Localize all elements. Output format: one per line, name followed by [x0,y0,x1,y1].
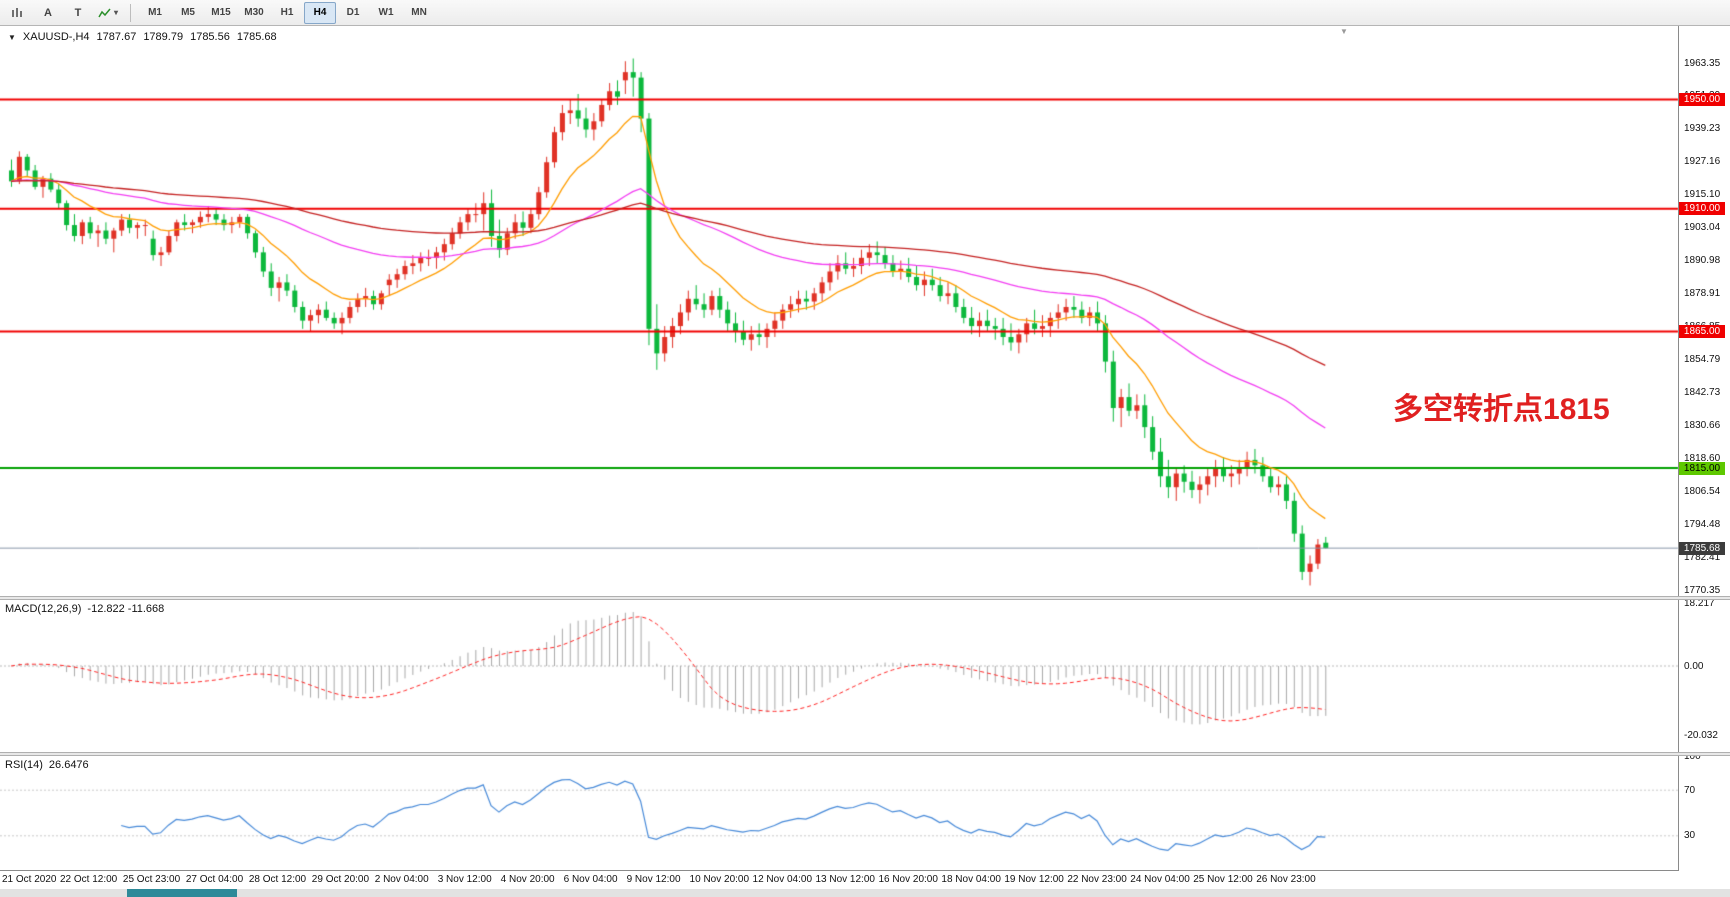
timeframe-button-m30[interactable]: M30 [244,7,264,18]
macd-indicator-values: -12.822 -11.668 [87,603,165,615]
bar-high-value: 1789.79 [143,31,184,43]
timeframe-button-h4[interactable]: H4 [304,1,337,24]
time-axis-label: 24 Nov 04:00 [1130,874,1190,885]
bar-open-value: 1787.67 [96,31,137,43]
chart-type-button[interactable] [4,2,32,24]
time-axis-label: 28 Oct 12:00 [248,874,307,885]
price-axis-label: 1903.04 [1684,222,1721,234]
hline-price-tag: 1815.00 [1679,461,1725,475]
price-axis-label: 1878.91 [1684,288,1721,300]
panel-separator-macd[interactable] [0,596,1730,600]
rsi-axis-label: 70 [1684,784,1696,796]
timeframe-button-d1[interactable]: D1 [346,7,360,18]
time-axis-label: 22 Oct 12:00 [59,874,118,885]
price-axis-label: 1927.16 [1684,156,1721,168]
time-axis-label: 19 Nov 12:00 [1004,874,1064,885]
price-axis-line [1678,26,1679,871]
indicators-dropdown-button[interactable]: ▾ [94,2,122,24]
price-axis-label: 1939.23 [1684,123,1721,135]
timeframe-button-h1[interactable]: H1 [280,7,294,18]
macd-panel-title: MACD(12,26,9) -12.822 -11.668 [5,603,164,615]
time-axis-label: 18 Nov 04:00 [941,874,1001,885]
price-axis-label: 1854.79 [1684,353,1721,365]
timeframe-button-m5[interactable]: M5 [181,7,195,18]
time-axis-label: 9 Nov 12:00 [626,874,681,885]
rsi-axis-label: 100 [1684,750,1701,762]
price-axis-label: 1818.60 [1684,452,1721,464]
time-axis-label: 10 Nov 20:00 [689,874,750,885]
time-axis-label: 13 Nov 12:00 [815,874,875,885]
price-axis-label: 1890.98 [1684,255,1721,267]
time-axis-label: 25 Nov 12:00 [1193,874,1253,885]
time-axis-label: 26 Nov 23:00 [1256,874,1316,885]
time-axis-label: 25 Oct 23:00 [122,874,181,885]
time-axis-label: 27 Oct 04:00 [185,874,244,885]
symbol-period-label: XAUUSD-,H4 [22,31,90,43]
price-axis-label: 1842.73 [1684,386,1721,398]
time-axis-label: 29 Oct 20:00 [311,874,370,885]
price-axis-label: 1782.41 [1684,551,1721,563]
timeframe-button-w1[interactable]: W1 [378,7,394,18]
indicator-line-icon [98,8,111,17]
time-axis-label: 12 Nov 04:00 [752,874,813,885]
time-axis-label: 3 Nov 12:00 [437,874,492,885]
price-axis-label: 1770.35 [1684,584,1721,596]
macd-axis-label: -20.032 [1684,729,1718,741]
bar-chart-icon [12,7,22,17]
hline-price-tag: 1865.00 [1679,325,1725,339]
insert-text-button[interactable]: A [44,6,52,19]
rsi-indicator-name: RSI(14) [5,759,43,771]
macd-indicator-name: MACD(12,26,9) [5,603,82,615]
timeframe-group: M1 M5 M15 M30 H1 H4 D1 W1 MN [139,1,436,24]
price-axis-label: 1806.54 [1684,485,1721,497]
macd-axis-label: 0.00 [1684,660,1704,672]
price-axis-label: 1830.66 [1684,419,1721,431]
time-axis-label: 16 Nov 20:00 [878,874,938,885]
time-axis-label: 21 Oct 2020 [2,874,57,885]
symbol-info: ▼ XAUUSD-,H4 1787.67 1789.79 1785.56 178… [8,31,277,43]
timeframe-button-m1[interactable]: M1 [148,7,162,18]
price-axis-label: 1963.35 [1684,57,1721,69]
time-axis-label: 22 Nov 23:00 [1067,874,1127,885]
panel-separator-rsi[interactable] [0,752,1730,756]
toolbar: A T ▾ M1 M5 M15 M30 H1 H4 D1 W1 MN [0,0,1730,26]
insert-label-button[interactable]: T [74,6,82,19]
time-axis-label: 2 Nov 04:00 [374,874,429,885]
hline-price-tag: 1910.00 [1679,202,1725,216]
current-price-tag: 1785.68 [1679,541,1725,555]
hline-price-tag: 1950.00 [1679,92,1725,106]
rsi-panel-title: RSI(14) 26.6476 [5,759,89,771]
one-click-trading-toggle-icon[interactable]: ▼ [8,32,16,42]
rsi-indicator-value: 26.6476 [48,759,89,771]
rsi-axis-label: 30 [1684,830,1696,842]
timeframe-button-mn[interactable]: MN [411,7,427,18]
bar-low-value: 1785.56 [190,31,230,43]
macd-axis-label: 18.217 [1684,597,1715,609]
chart-shift-marker-icon[interactable]: ▼ [1340,27,1348,36]
price-axis-label: 1915.10 [1684,189,1721,201]
timeframe-button-m15[interactable]: M15 [211,7,231,18]
time-axis-line [0,870,1679,871]
toolbar-separator [130,3,132,22]
price-axis-label: 1794.48 [1684,518,1721,530]
chart-annotation: 多空转折点1815 [1393,393,1610,426]
time-axis-label: 6 Nov 04:00 [563,874,618,885]
chevron-down-icon: ▾ [114,8,119,17]
time-axis-label: 4 Nov 20:00 [500,874,555,885]
taskbar-item[interactable] [127,889,237,897]
bar-close-value: 1785.68 [236,31,277,43]
taskbar-strip [0,889,1730,897]
